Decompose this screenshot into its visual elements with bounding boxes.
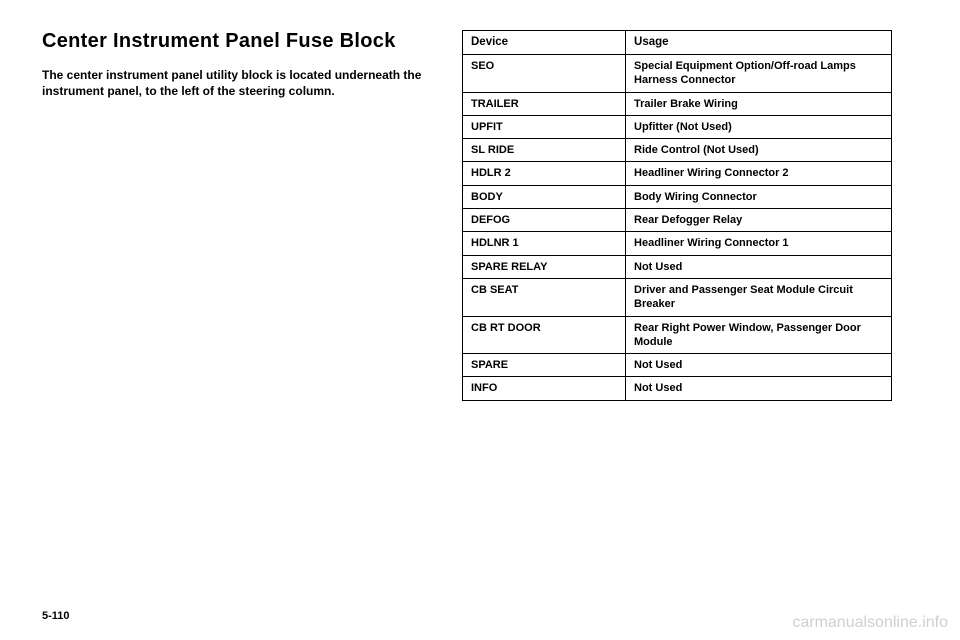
cell-device: HDLR 2 xyxy=(463,162,626,185)
table-row: CB SEAT Driver and Passenger Seat Module… xyxy=(463,278,892,316)
cell-device: BODY xyxy=(463,185,626,208)
cell-usage: Driver and Passenger Seat Module Circuit… xyxy=(626,278,892,316)
cell-device: UPFIT xyxy=(463,115,626,138)
header-device: Device xyxy=(463,31,626,55)
table-row: SL RIDE Ride Control (Not Used) xyxy=(463,139,892,162)
intro-text: The center instrument panel utility bloc… xyxy=(42,67,442,99)
table-row: CB RT DOOR Rear Right Power Window, Pass… xyxy=(463,316,892,354)
cell-device: DEFOG xyxy=(463,209,626,232)
cell-usage: Headliner Wiring Connector 2 xyxy=(626,162,892,185)
page-number: 5-110 xyxy=(42,610,70,622)
section-title: Center Instrument Panel Fuse Block xyxy=(42,30,442,53)
cell-usage: Not Used xyxy=(626,354,892,377)
cell-usage: Rear Defogger Relay xyxy=(626,209,892,232)
table-row: SEO Special Equipment Option/Off-road La… xyxy=(463,54,892,92)
cell-device: SPARE RELAY xyxy=(463,255,626,278)
cell-device: SPARE xyxy=(463,354,626,377)
cell-usage: Rear Right Power Window, Passenger Door … xyxy=(626,316,892,354)
cell-usage: Body Wiring Connector xyxy=(626,185,892,208)
cell-device: CB RT DOOR xyxy=(463,316,626,354)
watermark: carmanualsonline.info xyxy=(792,614,948,632)
cell-device: HDLNR 1 xyxy=(463,232,626,255)
cell-device: CB SEAT xyxy=(463,278,626,316)
table-row: HDLNR 1 Headliner Wiring Connector 1 xyxy=(463,232,892,255)
table-row: BODY Body Wiring Connector xyxy=(463,185,892,208)
header-usage: Usage xyxy=(626,31,892,55)
cell-usage: Upfitter (Not Used) xyxy=(626,115,892,138)
table-row: UPFIT Upfitter (Not Used) xyxy=(463,115,892,138)
table-row: HDLR 2 Headliner Wiring Connector 2 xyxy=(463,162,892,185)
cell-device: INFO xyxy=(463,377,626,400)
cell-usage: Not Used xyxy=(626,377,892,400)
cell-usage: Headliner Wiring Connector 1 xyxy=(626,232,892,255)
cell-usage: Ride Control (Not Used) xyxy=(626,139,892,162)
table-row: SPARE Not Used xyxy=(463,354,892,377)
cell-usage: Trailer Brake Wiring xyxy=(626,92,892,115)
table-row: INFO Not Used xyxy=(463,377,892,400)
cell-device: SEO xyxy=(463,54,626,92)
table-row: TRAILER Trailer Brake Wiring xyxy=(463,92,892,115)
fuse-table: Device Usage SEO Special Equipment Optio… xyxy=(462,30,892,401)
cell-usage: Special Equipment Option/Off-road Lamps … xyxy=(626,54,892,92)
table-header-row: Device Usage xyxy=(463,31,892,55)
cell-device: TRAILER xyxy=(463,92,626,115)
table-row: DEFOG Rear Defogger Relay xyxy=(463,209,892,232)
table-row: SPARE RELAY Not Used xyxy=(463,255,892,278)
cell-usage: Not Used xyxy=(626,255,892,278)
cell-device: SL RIDE xyxy=(463,139,626,162)
